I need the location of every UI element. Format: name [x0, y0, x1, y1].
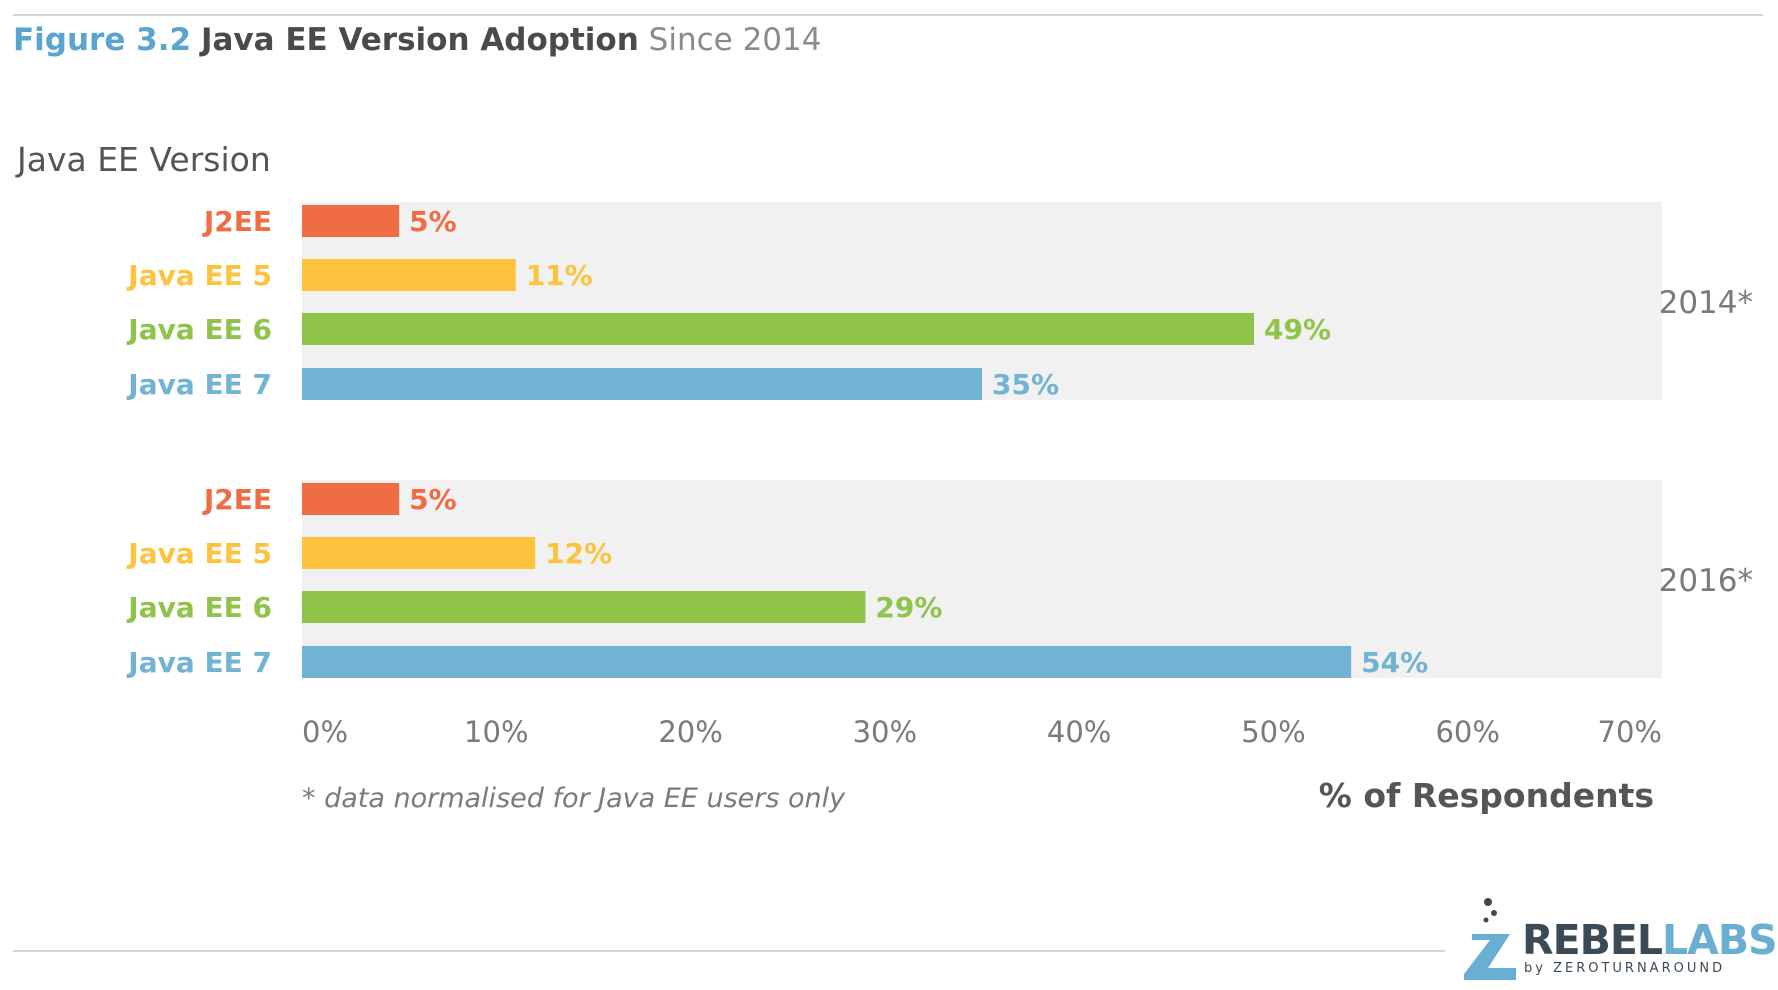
- data-label: 5%: [409, 205, 457, 238]
- flask-icon: [1464, 898, 1516, 980]
- bottom-rule: [13, 950, 1445, 952]
- bar-chart: 2014* J2EE 5% Java EE 5 11% Java EE 6 49% Java …: [126, 202, 1753, 749]
- panel-0: [302, 202, 1662, 400]
- panel-1: [302, 480, 1662, 678]
- x-tick-label: 70%: [1598, 715, 1662, 749]
- category-label: Java EE 5: [126, 537, 272, 570]
- data-label: 12%: [545, 537, 612, 570]
- category-label: J2EE: [202, 205, 272, 238]
- bar: [302, 646, 1352, 678]
- footnote: * data normalised for Java EE users only: [302, 783, 846, 814]
- logo-accent: LABS: [1661, 916, 1778, 964]
- rebellabs-logo: REBELLABS by ZEROTURNAROUND: [1460, 896, 1778, 986]
- category-label: J2EE: [202, 483, 272, 516]
- group-label: 2016*: [1659, 563, 1753, 599]
- category-label: Java EE 7: [126, 368, 272, 401]
- category-label: Java EE 6: [126, 591, 272, 624]
- x-axis-title: % of Respondents: [1318, 776, 1654, 815]
- data-label: 29%: [875, 591, 942, 624]
- figure-number: Figure 3.2: [13, 22, 192, 58]
- logo-wordmark: REBELLABS: [1522, 916, 1778, 964]
- bar: [302, 259, 516, 291]
- x-tick-label: 40%: [1047, 715, 1111, 749]
- data-label: 35%: [992, 368, 1059, 401]
- top-rule: [13, 14, 1763, 16]
- category-label: Java EE 5: [126, 259, 272, 292]
- y-axis-title: Java EE Version: [17, 140, 271, 179]
- figure-title: Figure 3.2 Java EE Version Adoption Sinc…: [13, 22, 821, 58]
- data-label: 5%: [409, 483, 457, 516]
- x-tick-label: 0%: [302, 715, 348, 749]
- figure-subtitle: Since 2014: [648, 22, 822, 58]
- bar: [302, 205, 400, 237]
- data-label: 11%: [526, 259, 593, 292]
- x-tick-label: 20%: [658, 715, 722, 749]
- data-label: 49%: [1264, 313, 1331, 346]
- data-label: 54%: [1361, 646, 1428, 679]
- x-tick-label: 60%: [1435, 715, 1499, 749]
- logo-byline: by ZEROTURNAROUND: [1524, 961, 1726, 976]
- category-label: Java EE 7: [126, 646, 272, 679]
- bar: [302, 537, 536, 569]
- x-tick-label: 30%: [853, 715, 917, 749]
- bar: [302, 313, 1254, 345]
- group-label: 2014*: [1659, 285, 1753, 321]
- x-tick-label: 10%: [464, 715, 528, 749]
- bar: [302, 483, 400, 515]
- x-tick-label: 50%: [1241, 715, 1305, 749]
- figure-main-title: Java EE Version Adoption: [200, 22, 639, 58]
- bar: [302, 368, 982, 400]
- category-label: Java EE 6: [126, 313, 272, 346]
- logo-main: REBEL: [1522, 916, 1663, 964]
- bar: [302, 591, 866, 623]
